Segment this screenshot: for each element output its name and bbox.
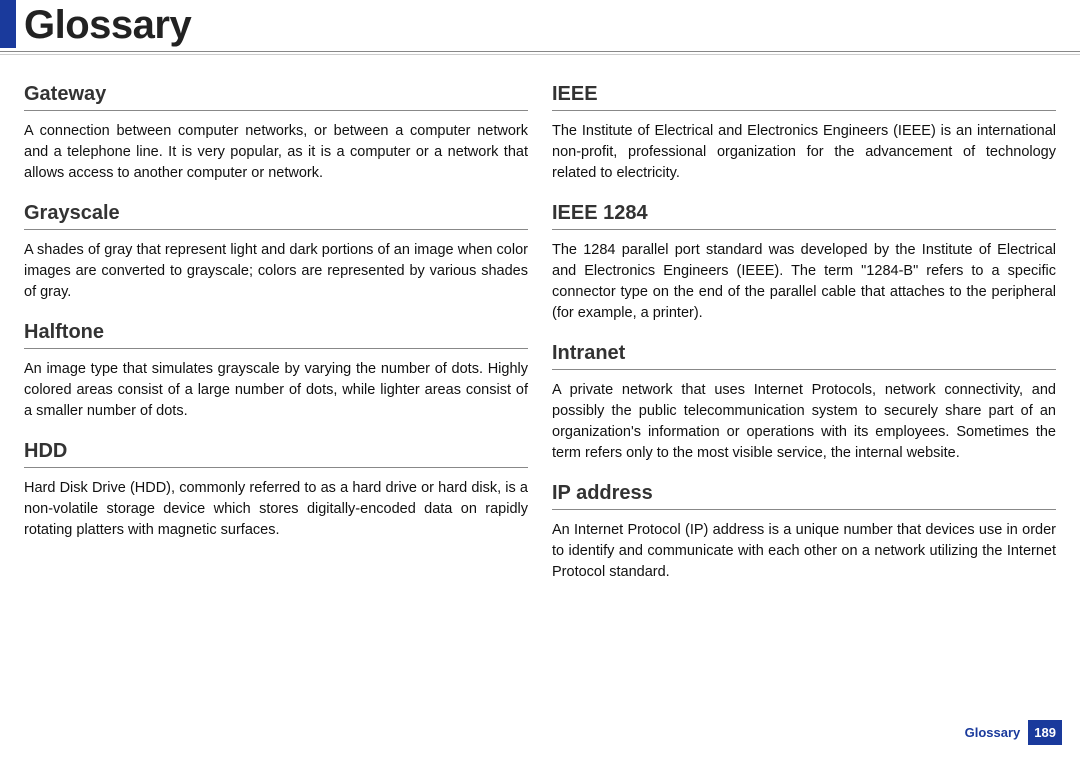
term-heading: IEEE <box>552 83 1056 111</box>
glossary-entry: HDD Hard Disk Drive (HDD), commonly refe… <box>24 440 528 541</box>
content-area: Gateway A connection between computer ne… <box>0 55 1080 601</box>
glossary-entry: Intranet A private network that uses Int… <box>552 342 1056 464</box>
footer-section-label: Glossary <box>965 725 1021 740</box>
footer: Glossary 189 <box>965 720 1062 745</box>
glossary-entry: IEEE 1284 The 1284 parallel port standar… <box>552 202 1056 324</box>
glossary-entry: IP address An Internet Protocol (IP) add… <box>552 482 1056 583</box>
term-definition: The 1284 parallel port standard was deve… <box>552 240 1056 324</box>
term-heading: Halftone <box>24 321 528 349</box>
term-definition: An Internet Protocol (IP) address is a u… <box>552 520 1056 583</box>
header-accent-bar <box>0 0 16 48</box>
glossary-entry: IEEE The Institute of Electrical and Ele… <box>552 83 1056 184</box>
page-title: Glossary <box>24 5 191 47</box>
term-heading: Gateway <box>24 83 528 111</box>
left-column: Gateway A connection between computer ne… <box>24 83 528 601</box>
term-definition: A private network that uses Internet Pro… <box>552 380 1056 464</box>
term-heading: IP address <box>552 482 1056 510</box>
term-definition: The Institute of Electrical and Electron… <box>552 121 1056 184</box>
term-heading: Intranet <box>552 342 1056 370</box>
term-definition: Hard Disk Drive (HDD), commonly referred… <box>24 478 528 541</box>
page-number-badge: 189 <box>1028 720 1062 745</box>
term-heading: IEEE 1284 <box>552 202 1056 230</box>
glossary-entry: Halftone An image type that simulates gr… <box>24 321 528 422</box>
term-definition: An image type that simulates grayscale b… <box>24 359 528 422</box>
right-column: IEEE The Institute of Electrical and Ele… <box>552 83 1056 601</box>
term-definition: A shades of gray that represent light an… <box>24 240 528 303</box>
term-heading: HDD <box>24 440 528 468</box>
term-heading: Grayscale <box>24 202 528 230</box>
term-definition: A connection between computer networks, … <box>24 121 528 184</box>
glossary-entry: Gateway A connection between computer ne… <box>24 83 528 184</box>
header: Glossary <box>0 0 1080 52</box>
glossary-entry: Grayscale A shades of gray that represen… <box>24 202 528 303</box>
